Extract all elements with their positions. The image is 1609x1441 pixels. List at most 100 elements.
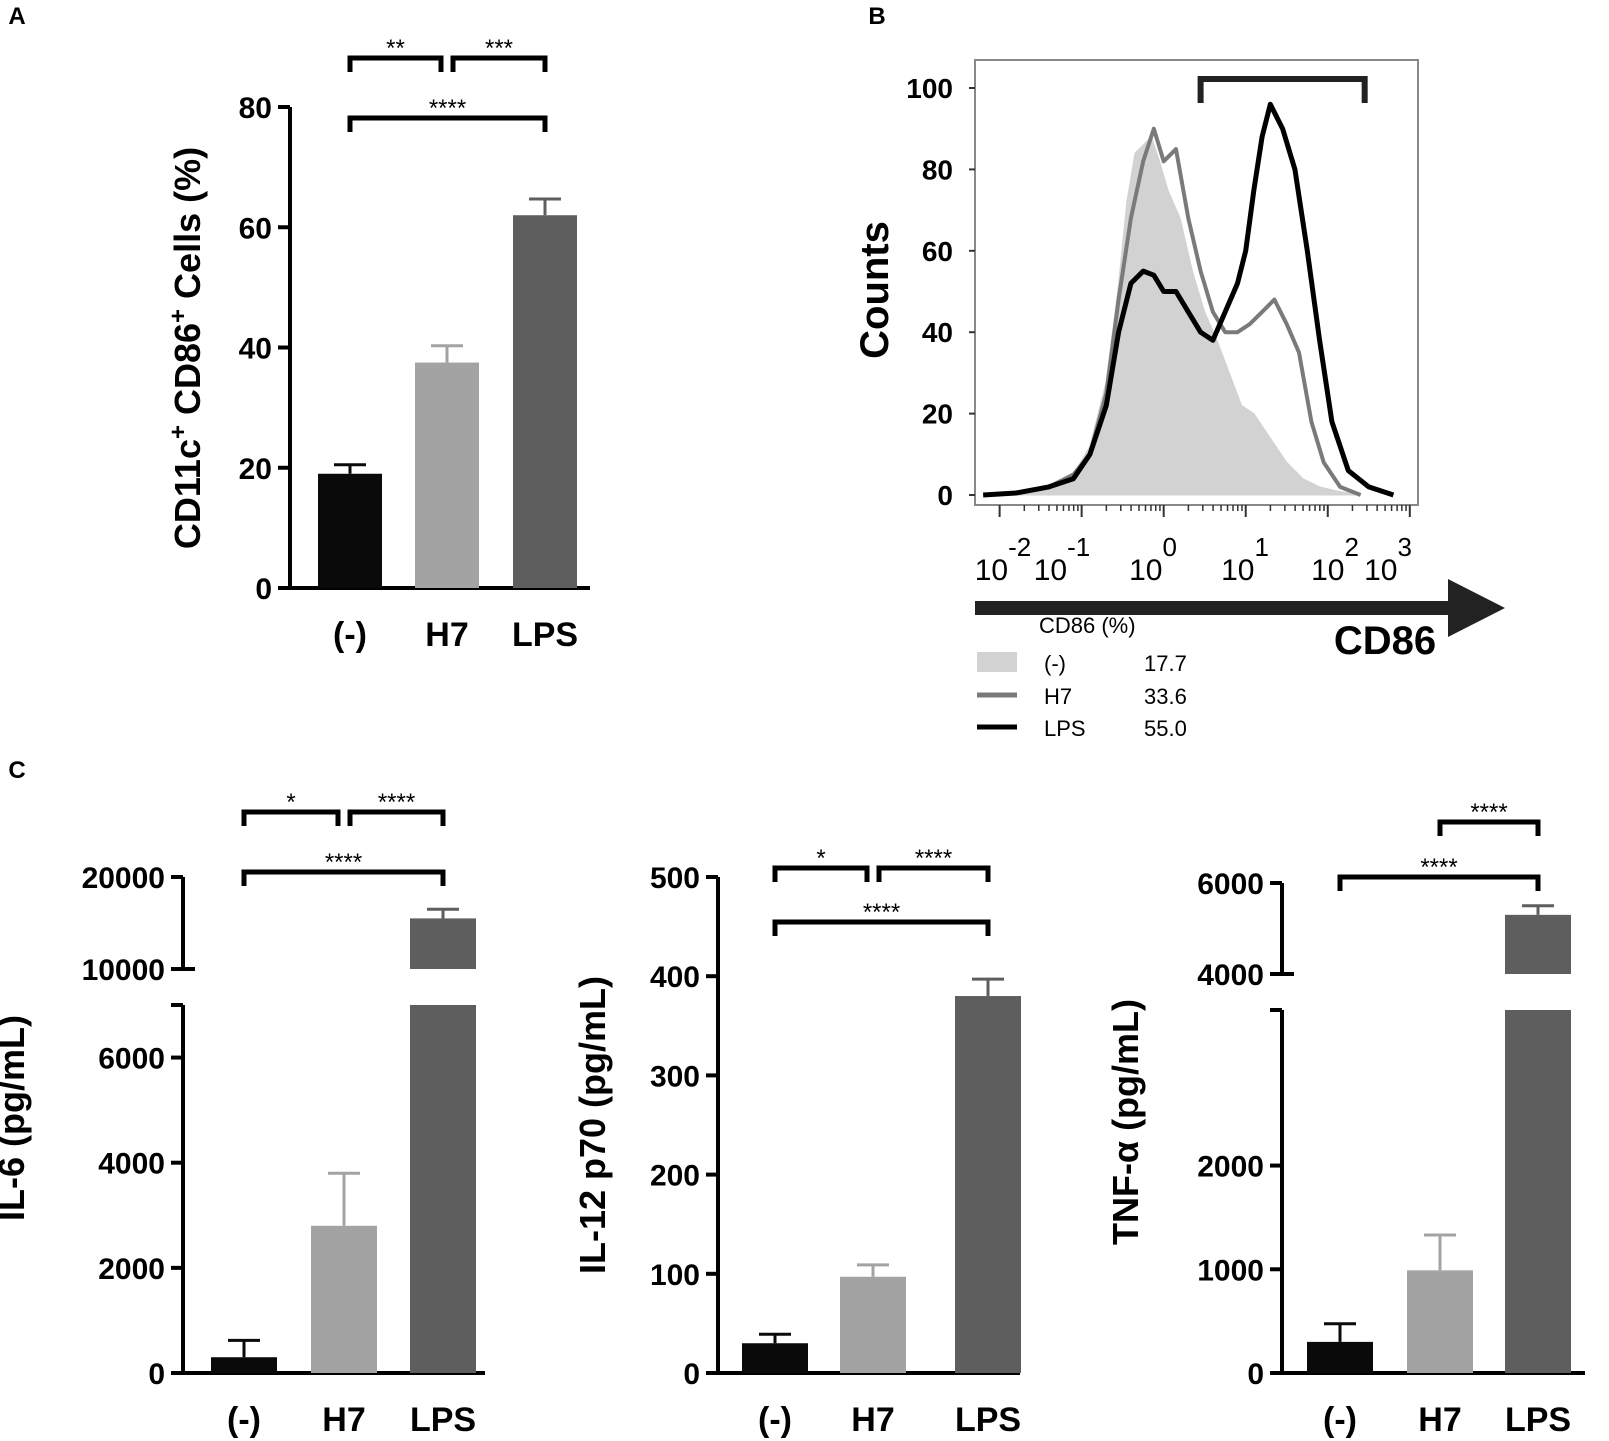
- panel-c2-y-tick-label: 200: [650, 1160, 700, 1193]
- panel-a-sig-label: ****: [429, 95, 466, 122]
- panel-c3-bar-neg: [1307, 1341, 1373, 1373]
- panel-c3-x-tick-label: LPS: [1505, 1401, 1571, 1439]
- histogram-legend-label: LPS: [1044, 716, 1086, 741]
- panel-c-tnf-bar-chart: 0 1000 2000 4000 6000 (-) H7 LPS TNF-α (pg/mL) **…: [1105, 799, 1585, 1439]
- panel-c1-sig-bracket: [241, 809, 341, 826]
- histogram-x-tick-label: 102: [1311, 532, 1359, 587]
- panel-c2-x-tick-label: LPS: [955, 1401, 1021, 1439]
- panel-c2-y-tick-label: 400: [650, 961, 700, 994]
- panel-a-y-label-part: CD11c: [167, 439, 208, 549]
- panel-a-y-label-part: +: [165, 309, 192, 323]
- histogram-x-tick-exponent: 1: [1254, 532, 1268, 562]
- histogram-x-tick-label: 103: [1364, 532, 1412, 587]
- panel-c3-y-tick-label: 1000: [1197, 1254, 1264, 1287]
- histogram-frame: [974, 59, 1419, 506]
- panel-a-bar-lps: [513, 215, 577, 588]
- panel-c3-y-tick-label: 4000: [1197, 959, 1264, 992]
- panel-c1-y-tick-label: 20000: [82, 862, 165, 895]
- panel-c3-bar-h7: [1407, 1270, 1473, 1373]
- panel-c2-bar-lps: [955, 996, 1021, 1373]
- histogram-y-tick-label: 0: [937, 480, 953, 511]
- panel-c2-y-tick-label: 300: [650, 1060, 700, 1093]
- histogram-x-tick-exponent: 3: [1397, 532, 1411, 562]
- panel-a-y-axis-label: CD11c+ CD86+ Cells (%): [165, 147, 208, 549]
- histogram-series-lps: [983, 101, 1395, 498]
- panel-c3-y-axis-label: TNF-α (pg/mL): [1105, 999, 1146, 1245]
- panel-a-sig-bracket: [347, 115, 548, 132]
- histogram-x-tick-label: 10-1: [1034, 532, 1091, 587]
- panel-a-x-tick-label: LPS: [512, 616, 578, 654]
- panel-c2-bar-h7: [840, 1276, 906, 1373]
- histogram-x-tick-base: 10: [1129, 554, 1162, 587]
- histogram-x-tick-base: 10: [1221, 554, 1254, 587]
- panel-a-y-label-part: +: [165, 425, 192, 439]
- histogram-legend-value: 33.6: [1144, 684, 1187, 709]
- panel-c3-bar-lps-upper: [1505, 914, 1571, 974]
- panel-c2-sig-label: ****: [915, 845, 952, 872]
- panel-a-sig-bracket: [347, 55, 444, 72]
- panel-a-sig-label: ***: [485, 35, 513, 62]
- panel-c2-sig-bracket: [772, 865, 870, 882]
- panel-c3-sig-bracket: [1437, 819, 1541, 836]
- panel-c-il12-bar-chart: 0 100 200 300 400 500 (-) H7 LPS IL-12 p70 (pg/mL…: [572, 845, 1021, 1439]
- histogram-x-tick-label: 10-2: [975, 532, 1032, 587]
- panel-a-bar-neg: [318, 473, 382, 588]
- panel-c-il6-bar-chart: 0 2000 4000 6000 10000 20000 (-) H7 LPS IL-6 (pg/…: [0, 789, 485, 1439]
- histogram-x-tick-base: 10: [1034, 554, 1067, 587]
- panel-c3-y-tick-label: 2000: [1197, 1151, 1264, 1184]
- panel-c1-bar-lps-lower: [410, 1005, 476, 1373]
- panel-c2-x-tick-label: (-): [758, 1401, 792, 1439]
- panel-c1-x-tick-label: (-): [227, 1401, 261, 1439]
- histogram-x-tick-label: 101: [1221, 532, 1269, 587]
- panel-a-x-tick-label: (-): [333, 616, 367, 654]
- panel-c2-sig-label: *: [816, 845, 825, 872]
- panel-a-y-label-part: CD86: [167, 323, 208, 425]
- histogram-legend-label: (-): [1044, 651, 1066, 676]
- panel-c2-y-axis-label: IL-12 p70 (pg/mL): [572, 976, 613, 1274]
- histogram-x-tick-exponent: 0: [1162, 532, 1176, 562]
- histogram-y-axis-label: Counts: [853, 221, 897, 359]
- panel-c1-y-tick-label: 2000: [98, 1253, 165, 1286]
- panel-c1-sig-bracket: [241, 869, 446, 886]
- panel-a-y-tick-label: 40: [239, 333, 272, 366]
- panel-c3-sig-label: ****: [1470, 799, 1507, 826]
- panel-c2-sig-bracket: [876, 865, 991, 882]
- panel-c3-x-tick-label: H7: [1418, 1401, 1461, 1439]
- histogram-legend-value: 17.7: [1144, 651, 1187, 676]
- histogram-gate-bracket: [1197, 76, 1368, 103]
- panel-c2-y-tick-label: 100: [650, 1259, 700, 1292]
- histogram-series-neg: [983, 135, 1361, 496]
- panel-c3-y-tick-label: 0: [1247, 1358, 1264, 1391]
- panel-c2-bar-neg: [742, 1343, 808, 1373]
- histogram-x-arrow-shaft: [975, 601, 1450, 615]
- panel-b-cd86-histogram: 020406080100Counts10-210-1100101102103CD…: [853, 59, 1505, 741]
- histogram-x-tick-exponent: 2: [1344, 532, 1358, 562]
- histogram-legend-header: CD86 (%): [1039, 613, 1136, 638]
- panel-letter-c: C: [8, 757, 25, 784]
- histogram-x-tick-exponent: -2: [1008, 532, 1031, 562]
- panel-c1-x-tick-label: H7: [322, 1401, 365, 1439]
- panel-c2-y-tick-label: 500: [650, 862, 700, 895]
- panel-c1-sig-label: ****: [378, 789, 415, 816]
- panel-c1-y-tick-label: 6000: [98, 1043, 165, 1076]
- histogram-y-tick-label: 60: [922, 236, 953, 267]
- panel-a-y-tick-label: 20: [239, 453, 272, 486]
- histogram-x-tick-base: 10: [975, 554, 1008, 587]
- panel-c1-sig-bracket: [347, 809, 446, 826]
- panel-a-sig-bracket: [450, 55, 548, 72]
- panel-a-bar-h7: [415, 362, 479, 588]
- panel-c1-y-tick-label: 4000: [98, 1148, 165, 1181]
- panel-c2-x-tick-label: H7: [851, 1401, 894, 1439]
- panel-c3-y-tick-label: 6000: [1197, 868, 1264, 901]
- histogram-y-tick-label: 20: [922, 399, 953, 430]
- panel-a-x-tick-label: H7: [425, 616, 468, 654]
- panel-c3-bar-lps-lower: [1505, 1010, 1571, 1373]
- panel-c1-y-tick-label: 0: [148, 1358, 165, 1391]
- histogram-y-tick-label: 80: [922, 154, 953, 185]
- histogram-x-tick-label: 100: [1129, 532, 1177, 587]
- histogram-y-tick-label: 100: [906, 73, 953, 104]
- panel-c1-x-tick-label: LPS: [410, 1401, 476, 1439]
- histogram-x-axis-label: CD86: [1334, 619, 1436, 663]
- panel-c1-sig-label: ****: [325, 849, 362, 876]
- panel-c1-y-axis-label: IL-6 (pg/mL): [0, 1015, 32, 1221]
